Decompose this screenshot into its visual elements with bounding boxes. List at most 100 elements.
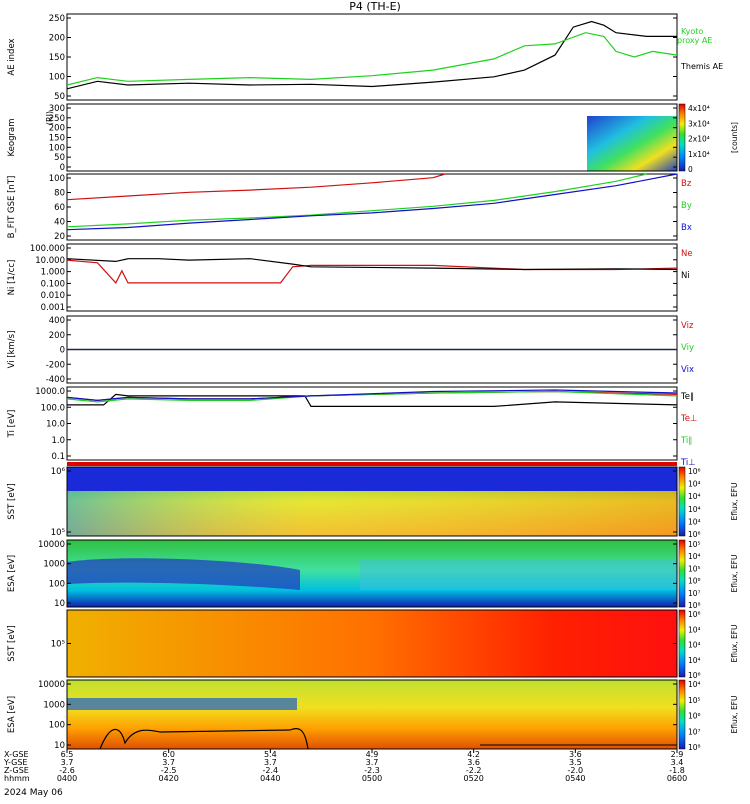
- spectrogram-sst_i: [67, 610, 677, 677]
- footer-value: -2.3: [364, 766, 380, 775]
- y-tick-label: 0.001: [41, 303, 65, 313]
- footer-value: 0500: [362, 774, 382, 783]
- footer-value: 4.2: [467, 750, 480, 759]
- footer-row-label: hhmm: [4, 774, 30, 783]
- colorbar-tick-label: 10⁶: [688, 610, 701, 619]
- y-tick-label: 10.0: [46, 420, 65, 430]
- y-tick-label: 1.000: [41, 268, 65, 278]
- y-axis-label: ESA [eV]: [7, 696, 17, 733]
- footer-value: -2.4: [263, 766, 279, 775]
- y-tick-label: 10: [54, 599, 65, 609]
- colorbar-tick-label: 4x10⁴: [688, 104, 710, 113]
- legend-entry: By: [681, 201, 692, 211]
- colorbar-tick-label: 10⁸: [688, 743, 701, 752]
- colorbar-tick-label: 10⁷: [688, 589, 701, 598]
- footer-value: 3.4: [671, 758, 684, 767]
- footer-value: 3.5: [569, 758, 582, 767]
- y-tick-label: 400: [49, 316, 65, 326]
- plot-title: P4 (TH-E): [349, 0, 401, 13]
- y-tick-label: 10⁵: [51, 528, 65, 538]
- footer-value: 4.9: [366, 750, 379, 759]
- series-ti: [66, 390, 678, 403]
- y-axis-label: Ti [eV]: [7, 410, 17, 439]
- panel-frame: [66, 243, 678, 312]
- series-bx: [66, 173, 678, 231]
- y-tick-label: 300: [49, 104, 65, 114]
- footer-value: -2.5: [161, 766, 177, 775]
- y-tick-label: 10000: [38, 540, 65, 550]
- colorbar-tick-label: 0: [688, 165, 693, 174]
- footer-value: 3.6: [569, 750, 582, 759]
- colorbar-tick-label: 10⁷: [688, 727, 701, 736]
- esa-e-feature: [67, 558, 300, 590]
- spectrogram-red-band: [67, 462, 677, 466]
- footer-value: -2.6: [59, 766, 75, 775]
- y-axis-label: SST [eV]: [7, 483, 17, 519]
- colorbar-tick-label: 10⁴: [688, 680, 701, 689]
- y-tick-label: 10⁶: [51, 467, 66, 477]
- series-ti: [66, 389, 678, 402]
- legend-entry: Kyoto: [681, 27, 703, 36]
- keogram-image: [587, 116, 677, 171]
- y-tick-label: 10000: [38, 680, 65, 690]
- spectrogram-top-band: [67, 467, 677, 491]
- panel-velocity: -400 -200 0 200 400 Vi [km/s] Viz Viy Vix: [7, 315, 694, 385]
- legend-entry: Te⊥: [680, 414, 697, 424]
- y-tick-label: 200: [49, 124, 65, 134]
- y-tick-label: 150: [49, 53, 65, 63]
- colorbar-tick-label: 10⁸: [688, 601, 701, 610]
- y-axis-units: (RI): [45, 111, 54, 125]
- series-ni: [66, 258, 678, 271]
- y-tick-label: -200: [46, 360, 65, 370]
- colorbar: [678, 466, 686, 537]
- footer-axis: X-GSEY-GSEZ-GSEhhmm6.53.7-2.604006.03.7-…: [3, 749, 687, 783]
- colorbar-label: [counts]: [730, 122, 739, 153]
- footer-value: 3.6: [467, 758, 480, 767]
- legend-entry: Themis AE: [680, 62, 723, 71]
- y-tick-label: 100: [49, 73, 65, 83]
- date-label: 2024 May 06: [4, 788, 63, 798]
- y-tick-label: 0.1: [51, 452, 65, 462]
- colorbar-tick-label: 10⁶: [688, 530, 701, 539]
- panel-frame: [66, 173, 678, 241]
- y-tick-label: 80: [54, 189, 65, 199]
- colorbar-tick-label: 10⁴: [688, 492, 701, 501]
- footer-value: 0420: [158, 774, 178, 783]
- footer-value: 0440: [260, 774, 280, 783]
- legend-entry: Bx: [681, 223, 692, 233]
- y-tick-label: 250: [49, 14, 65, 24]
- series-themisae: [66, 20, 677, 90]
- colorbar-tick-label: 10⁴: [688, 625, 701, 634]
- series-kyotoproxyae: [66, 32, 678, 86]
- colorbar: [678, 539, 686, 608]
- colorbar: [678, 103, 686, 172]
- y-tick-label: 100: [49, 721, 65, 731]
- legend-entry: Ne: [681, 249, 693, 259]
- y-axis-label: ESA [eV]: [7, 555, 17, 592]
- y-tick-label: 60: [54, 203, 65, 213]
- colorbar-tick-label: 2x10⁴: [688, 135, 710, 144]
- colorbar-label: Eflux, EFU: [730, 625, 739, 663]
- legend-entry: Ni: [681, 271, 690, 281]
- colorbar-tick-label: 10⁴: [688, 480, 701, 489]
- y-tick-label: 100.0: [41, 403, 65, 413]
- esa-e-feature: [360, 560, 677, 590]
- y-axis-label: Ni [1/cc]: [7, 260, 17, 296]
- y-tick-label: 100: [49, 174, 65, 184]
- y-tick-label: 150: [49, 134, 65, 144]
- legend-entry: Ti∥: [680, 436, 693, 446]
- footer-value: 0600: [667, 774, 687, 783]
- colorbar-label: Eflux, EFU: [730, 483, 739, 521]
- footer-row-label: Z-GSE: [4, 766, 29, 775]
- legend-entry: Bz: [681, 179, 692, 189]
- colorbar-tick-label: 10⁴: [688, 656, 701, 665]
- y-tick-label: -400: [46, 375, 65, 385]
- series-bz: [66, 173, 446, 201]
- colorbar-label: Eflux, EFU: [730, 696, 739, 734]
- colorbar-tick-label: 10⁵: [688, 540, 701, 549]
- footer-value: 0540: [565, 774, 585, 783]
